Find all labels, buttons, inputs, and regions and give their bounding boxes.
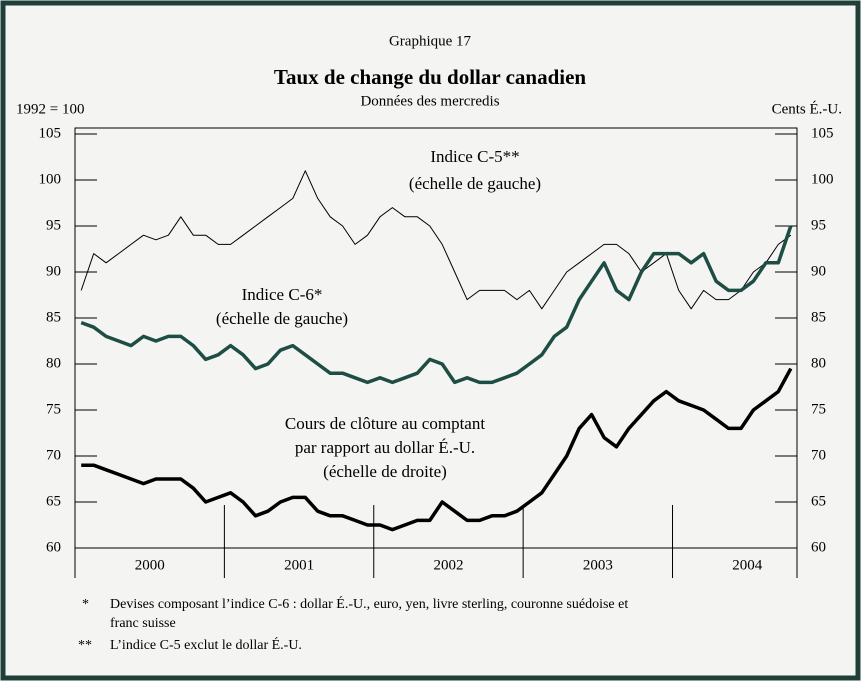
y-tick-label: 80 [46, 355, 61, 371]
annotation: (échelle de gauche) [409, 174, 541, 193]
annotation: par rapport au dollar É.-U. [295, 438, 475, 457]
y-tick-label: 75 [46, 401, 61, 417]
y-tick-label: 60 [46, 539, 61, 555]
y2-tick-label: 85 [811, 309, 826, 325]
y2-tick-label: 100 [811, 171, 834, 187]
y2-tick-label: 95 [811, 217, 826, 233]
footnote-marker: * [82, 597, 89, 612]
annotation: Indice C-5** [430, 147, 519, 166]
chart-label: Graphique 17 [389, 33, 472, 49]
y-axis-label: 1992 = 100 [16, 101, 84, 117]
chart-subtitle: Données des mercredis [360, 93, 499, 109]
y2-tick-label: 70 [811, 447, 826, 463]
footnote: franc suisse [110, 616, 176, 631]
series-line [80, 170, 792, 310]
x-tick-label: 2002 [433, 557, 463, 573]
annotation: Indice C-6* [242, 285, 323, 304]
x-tick-label: 2001 [284, 557, 314, 573]
y-tick-label: 105 [39, 125, 62, 141]
y-tick-label: 70 [46, 447, 61, 463]
y-tick-label: 90 [46, 263, 61, 279]
y2-tick-label: 80 [811, 355, 826, 371]
plot-area [74, 127, 798, 549]
y-tick-label: 65 [46, 493, 61, 509]
y2-tick-label: 60 [811, 539, 826, 555]
chart-title: Taux de change du dollar canadien [274, 65, 586, 89]
y2-tick-label: 65 [811, 493, 826, 509]
y-tick-label: 95 [46, 217, 61, 233]
y2-tick-label: 90 [811, 263, 826, 279]
series-line [80, 225, 793, 385]
footnote-marker: ** [78, 638, 92, 653]
y-tick-label: 85 [46, 309, 61, 325]
annotation: (échelle de gauche) [216, 309, 348, 328]
series-line [81, 367, 793, 532]
y-tick-label: 100 [39, 171, 62, 187]
footnote: Devises composant l’indice C-6 : dollar … [110, 595, 628, 612]
footnote: L’indice C-5 exclut le dollar É.-U. [110, 636, 302, 653]
annotation: (échelle de droite) [323, 462, 447, 481]
annotation: Cours de clôture au comptant [285, 414, 485, 433]
x-tick-label: 2003 [583, 557, 613, 573]
x-tick-label: 2000 [135, 557, 165, 573]
y2-axis-label: Cents É.-U. [772, 100, 842, 117]
y2-tick-label: 75 [811, 401, 826, 417]
y2-tick-label: 105 [811, 125, 834, 141]
x-tick-label: 2004 [732, 557, 763, 573]
